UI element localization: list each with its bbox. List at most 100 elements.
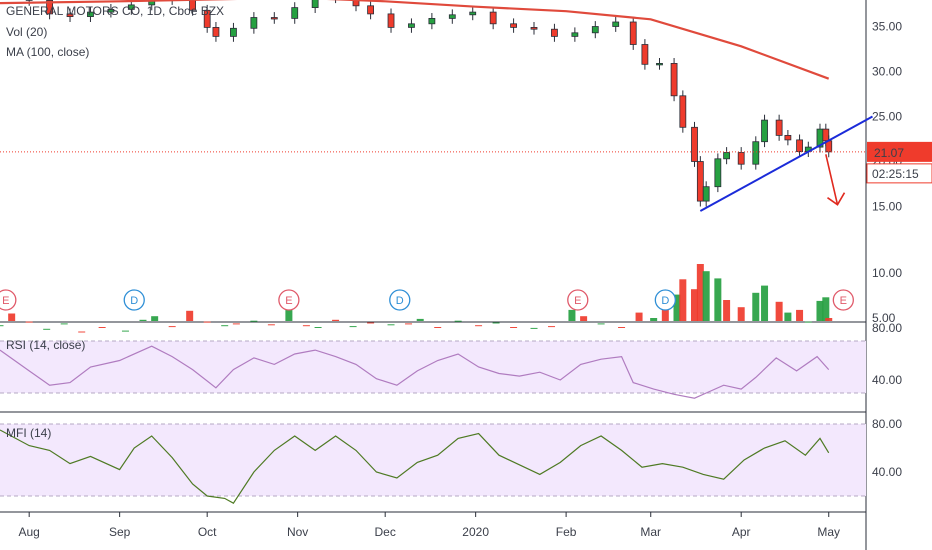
volume-bar	[775, 301, 783, 321]
volume-bar	[78, 331, 86, 333]
countdown-label: 02:25:15	[872, 167, 919, 181]
breakdown-arrow-head[interactable]	[827, 192, 846, 206]
volume-bar	[796, 309, 804, 321]
volume-bar	[60, 323, 68, 325]
volume-bar	[232, 323, 240, 325]
candle-body	[270, 17, 278, 20]
drawings[interactable]	[699, 115, 873, 212]
volume-bar	[43, 328, 51, 330]
volume-bar	[151, 316, 159, 321]
mfi-band	[0, 424, 866, 496]
candle-body	[679, 95, 687, 128]
mfi-line	[0, 429, 830, 504]
volume-bar	[98, 327, 106, 328]
candle-body	[723, 152, 731, 160]
volume-bar	[679, 279, 687, 321]
earnings-marker[interactable]	[0, 289, 17, 311]
support-trendline[interactable]	[699, 115, 873, 212]
candle-body	[387, 13, 395, 28]
mfi-tick-label: 80.00	[872, 417, 902, 431]
time-tick-label: Oct	[198, 525, 217, 539]
price-series	[0, 0, 866, 207]
candle-body	[469, 11, 477, 16]
candle-body	[530, 26, 538, 30]
candle-body	[822, 128, 830, 142]
candle-body	[761, 119, 768, 143]
volume-bar	[405, 323, 413, 325]
volume-bar	[696, 264, 704, 321]
candle-body	[691, 126, 698, 162]
volume-bar	[434, 327, 442, 328]
event-marker-label: E	[2, 295, 9, 307]
candle-body	[796, 139, 803, 152]
volume-bar	[761, 285, 769, 321]
breakdown-arrow[interactable]	[825, 154, 839, 205]
time-tick-label: Feb	[556, 525, 577, 539]
volume-bar	[650, 318, 658, 321]
volume-bar	[121, 330, 129, 332]
candle-body	[641, 44, 649, 65]
earnings-marker[interactable]	[278, 289, 300, 311]
volume-bar	[804, 321, 812, 323]
candle-body	[189, 0, 196, 11]
event-marker-label: D	[661, 295, 669, 307]
volume-bar	[816, 300, 824, 321]
volume-bar	[332, 319, 340, 321]
price-tick-label: 25.00	[872, 110, 902, 124]
volume-bar	[530, 327, 538, 329]
candle-body	[367, 5, 374, 15]
time-tick-label: Aug	[19, 525, 40, 539]
time-tick-label: Nov	[287, 525, 308, 539]
candle-body	[250, 17, 258, 29]
volume-bar	[221, 325, 229, 327]
dividend-marker[interactable]	[123, 289, 145, 311]
event-marker-label: E	[574, 295, 581, 307]
volume-bars	[0, 264, 833, 333]
legend-mfi: MFI (14)	[6, 426, 52, 440]
last-price-tag	[867, 141, 932, 162]
time-tick-label: May	[817, 525, 840, 539]
volume-bar	[510, 327, 518, 328]
volume-bar	[168, 326, 176, 328]
volume-bar	[548, 326, 556, 328]
volume-bar	[568, 309, 576, 321]
time-tick-label: 2020	[462, 525, 489, 539]
volume-bar	[723, 300, 731, 321]
candle-body	[203, 9, 211, 28]
volume-tick-label: 10.00	[872, 266, 902, 280]
volume-bar	[367, 322, 375, 324]
volume-bar	[416, 318, 424, 321]
volume-bar	[139, 319, 147, 321]
volume-bar	[186, 310, 194, 321]
volume-bar	[250, 320, 258, 322]
volume-bar	[0, 325, 4, 327]
dividend-marker[interactable]	[654, 289, 676, 311]
countdown-tag	[866, 163, 932, 184]
dividend-marker[interactable]	[389, 289, 411, 311]
candle-body	[752, 141, 760, 165]
candle-body	[775, 119, 783, 136]
candle-body	[230, 27, 237, 37]
earnings-marker[interactable]	[567, 289, 589, 311]
candle-body	[551, 28, 558, 37]
candle-body	[714, 158, 722, 188]
time-tick-label: Sep	[109, 525, 131, 539]
volume-bar	[714, 278, 722, 321]
volume-bar	[702, 271, 710, 321]
earnings-marker[interactable]	[832, 289, 854, 311]
event-marker-label: D	[396, 295, 404, 307]
volume-bar	[822, 297, 830, 321]
legend-title: GENERAL MOTORS CO, 1D, Cboe BZX	[6, 4, 225, 18]
candle-body	[510, 23, 517, 28]
candle-body	[66, 13, 74, 17]
price-tick-label: 15.00	[872, 200, 902, 214]
candle-body	[448, 14, 456, 19]
volume-bar	[691, 289, 699, 321]
last-price-label: 21.07	[874, 146, 904, 160]
candle-body	[612, 21, 620, 27]
candle-body	[107, 8, 115, 13]
candle-body	[670, 63, 678, 97]
legend-rsi: RSI (14, close)	[6, 338, 86, 352]
